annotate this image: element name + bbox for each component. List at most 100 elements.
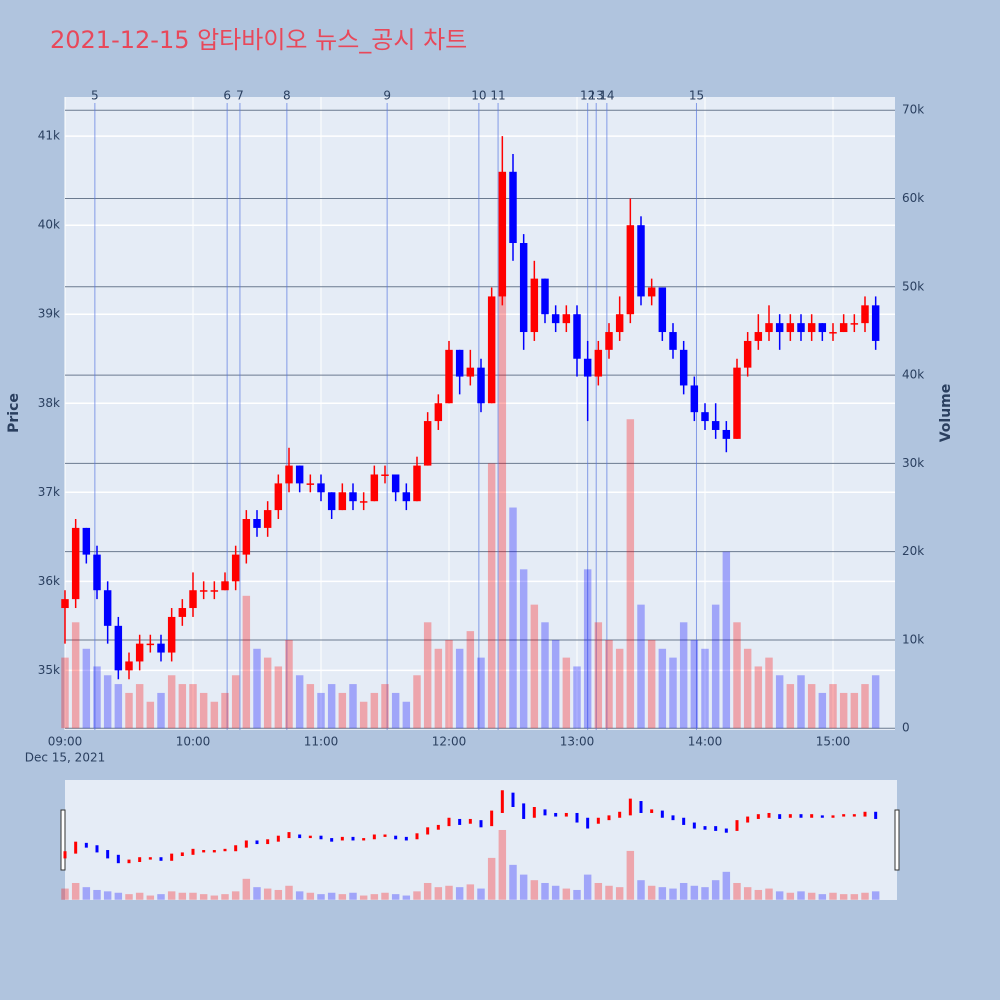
y-tick-label: 39k	[38, 307, 60, 321]
news-label: 15	[689, 89, 704, 103]
candle-body	[61, 599, 69, 609]
mini-volume-bar	[135, 892, 144, 900]
volume-bar	[413, 675, 421, 729]
mini-volume-bar	[157, 894, 165, 900]
volume-bar	[871, 675, 880, 729]
candle-body	[839, 323, 848, 333]
volume-bar	[818, 692, 827, 729]
x-tick-label: 10:00	[176, 735, 211, 749]
volume-bar	[178, 684, 187, 729]
news-label: 6	[223, 89, 231, 103]
candle-body	[285, 465, 293, 484]
candle-body	[455, 349, 464, 377]
candle-body	[647, 287, 656, 297]
mini-volume-bar	[519, 874, 528, 900]
volume-bar	[434, 648, 443, 729]
candle-body	[626, 225, 635, 315]
news-label: 8	[283, 89, 291, 103]
volume-bar	[829, 684, 837, 729]
mini-volume-bar	[445, 885, 453, 900]
volume-bar	[317, 692, 325, 729]
mini-volume-bar	[274, 889, 283, 900]
candle-body	[306, 483, 315, 485]
date-label: Dec 15, 2021	[25, 751, 105, 765]
candle-body	[775, 323, 784, 333]
candle-body	[253, 519, 261, 528]
volume-bar	[711, 604, 720, 729]
y-axis-label: Price	[6, 393, 22, 433]
volume-bar	[722, 551, 731, 729]
mini-volume-bar	[509, 864, 517, 900]
volume-bar	[797, 675, 805, 729]
mini-volume-bar	[733, 882, 741, 900]
candle-body	[605, 332, 613, 350]
mini-volume-bar	[221, 894, 229, 900]
volume-bar	[765, 657, 773, 729]
mini-volume-bar	[466, 884, 475, 900]
mini-volume-bar	[231, 891, 240, 900]
candle-body	[701, 412, 709, 422]
candle-body	[733, 367, 741, 439]
mini-volume-bar	[647, 885, 656, 900]
candle-body	[754, 332, 763, 341]
mini-volume-bar	[690, 885, 699, 900]
mini-volume-bar	[818, 894, 827, 900]
mini-volume-bar	[391, 894, 400, 900]
volume-bar	[359, 701, 368, 729]
volume-bar	[786, 684, 795, 729]
candle-body	[658, 287, 667, 333]
volume-bar	[82, 648, 91, 729]
candle-body	[509, 171, 517, 244]
candle-body	[861, 305, 869, 324]
candle-body	[434, 403, 443, 422]
mini-volume-bar	[839, 894, 848, 900]
mini-volume-bar	[370, 894, 379, 900]
slider-handle[interactable]	[894, 809, 900, 871]
candle-body	[722, 429, 731, 439]
candle-body	[669, 332, 677, 350]
volume-bar	[189, 684, 197, 729]
mini-volume-bar	[541, 882, 549, 900]
mini-volume-bar	[669, 888, 677, 900]
candle-body	[690, 385, 699, 413]
slider-handle[interactable]	[60, 809, 66, 871]
volume-bar	[626, 419, 635, 729]
candle-body	[423, 421, 432, 466]
y-tick-label: 37k	[38, 485, 60, 499]
mini-volume-bar	[786, 892, 795, 900]
candle-body	[530, 278, 539, 333]
mini-volume-bar	[338, 894, 347, 900]
y2-tick-label: 10k	[902, 632, 924, 646]
mini-volume-bar	[349, 892, 357, 900]
volume-bar	[637, 604, 645, 729]
mini-volume-bar	[626, 850, 635, 900]
candle-body	[498, 171, 507, 297]
news-label: 13	[589, 89, 604, 103]
candle-body	[615, 314, 624, 333]
news-label: 12	[580, 89, 595, 103]
mini-volume-bar	[242, 878, 251, 900]
mini-volume-bar	[317, 894, 325, 900]
plot-area	[65, 97, 895, 730]
y-tick-label: 40k	[38, 218, 60, 232]
volume-bar	[573, 666, 581, 729]
mini-volume-bar	[82, 887, 91, 900]
mini-volume-bar	[434, 887, 443, 900]
y-tick-label: 38k	[38, 396, 60, 410]
news-label: 9	[383, 89, 391, 103]
y-tick-label: 35k	[38, 663, 60, 677]
x-tick-label: 11:00	[304, 735, 339, 749]
mini-volume-bar	[679, 882, 688, 900]
volume-bar	[647, 639, 656, 729]
candle-body	[349, 492, 357, 502]
volume-bar	[530, 604, 539, 729]
mini-volume-bar	[210, 895, 219, 900]
volume-bar	[423, 622, 432, 729]
volume-bar	[103, 675, 112, 729]
volume-bar	[199, 692, 208, 729]
volume-bar	[210, 701, 219, 729]
candle-body	[637, 225, 645, 297]
mini-volume-bar	[189, 892, 197, 900]
candle-body	[466, 367, 475, 377]
volume-bar	[349, 684, 357, 729]
